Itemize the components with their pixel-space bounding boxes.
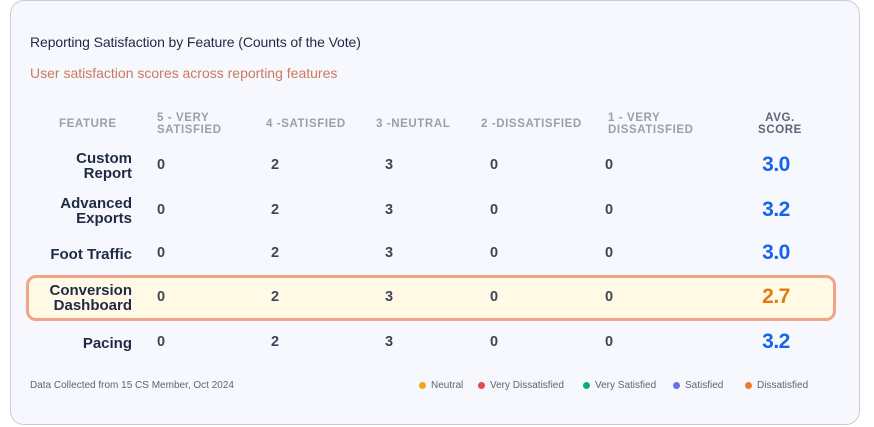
feature-label: Custom Report (76, 150, 132, 182)
avg-score-value: 3.0 (762, 241, 790, 264)
legend-dot-icon (478, 382, 485, 389)
legend-label: Satisfied (685, 380, 724, 391)
column-header-very-dissatisfied: 1 - VERY DISSATISFIED (608, 112, 694, 136)
cell-very-satisfied: 0 (157, 202, 166, 218)
feature-label: Advanced Exports (60, 195, 132, 227)
legend-dot-icon (745, 382, 752, 389)
cell-neutral: 3 (385, 245, 394, 261)
column-header-avg-score: AVG. SCORE (758, 112, 802, 136)
cell-dissatisfied: 0 (490, 289, 499, 305)
legend-item: Satisfied (673, 380, 723, 391)
legend-label: Very Dissatisfied (490, 380, 564, 391)
column-header-neutral: 3 -NEUTRAL (376, 118, 451, 130)
feature-label: Pacing (82, 334, 132, 352)
cell-satisfied: 2 (271, 245, 280, 261)
cell-very-dissatisfied: 0 (605, 334, 614, 350)
column-header-satisfied: 4 -SATISFIED (266, 118, 346, 130)
feature-label: Conversion Dashboard (49, 282, 132, 314)
legend-label: Dissatisfied (757, 380, 809, 391)
avg-score-value: 3.0 (762, 153, 790, 176)
chart-subtitle: User satisfaction scores across reportin… (30, 65, 338, 81)
avg-score-value: 3.2 (762, 330, 790, 353)
cell-satisfied: 2 (271, 202, 280, 218)
cell-neutral: 3 (385, 202, 394, 218)
chart-title: Reporting Satisfaction by Feature (Count… (30, 34, 361, 50)
chart-card (10, 0, 860, 425)
cell-satisfied: 2 (271, 157, 280, 173)
cell-very-dissatisfied: 0 (605, 245, 614, 261)
cell-very-satisfied: 0 (157, 289, 166, 305)
cell-dissatisfied: 0 (490, 157, 499, 173)
cell-neutral: 3 (385, 289, 394, 305)
column-header-dissatisfied: 2 -DISSATISFIED (481, 118, 582, 130)
column-header-very-satisfied: 5 - VERY SATISFIED (157, 112, 222, 136)
legend-item: Very Satisfied (583, 380, 656, 391)
cell-dissatisfied: 0 (490, 202, 499, 218)
cell-very-satisfied: 0 (157, 334, 166, 350)
avg-score-value: 2.7 (762, 285, 790, 308)
cell-satisfied: 2 (271, 289, 280, 305)
avg-score-value: 3.2 (762, 198, 790, 221)
footnote: Data Collected from 15 CS Member, Oct 20… (30, 380, 234, 391)
highlighted-row-band (26, 275, 836, 321)
legend-label: Neutral (431, 380, 464, 391)
legend-dot-icon (419, 382, 426, 389)
feature-label: Foot Traffic (50, 245, 132, 263)
cell-very-dissatisfied: 0 (605, 289, 614, 305)
cell-neutral: 3 (385, 157, 394, 173)
cell-satisfied: 2 (271, 334, 280, 350)
legend-item: Neutral (419, 380, 463, 391)
cell-dissatisfied: 0 (490, 334, 499, 350)
cell-very-dissatisfied: 0 (605, 202, 614, 218)
cell-very-dissatisfied: 0 (605, 157, 614, 173)
legend-label: Very Satisfied (595, 380, 657, 391)
legend-dot-icon (673, 382, 680, 389)
cell-dissatisfied: 0 (490, 245, 499, 261)
legend-item: Very Dissatisfied (478, 380, 564, 391)
column-header-feature: FEATURE (59, 118, 117, 130)
cell-neutral: 3 (385, 334, 394, 350)
cell-very-satisfied: 0 (157, 157, 166, 173)
legend-dot-icon (583, 382, 590, 389)
legend-item: Dissatisfied (745, 380, 808, 391)
cell-very-satisfied: 0 (157, 245, 166, 261)
